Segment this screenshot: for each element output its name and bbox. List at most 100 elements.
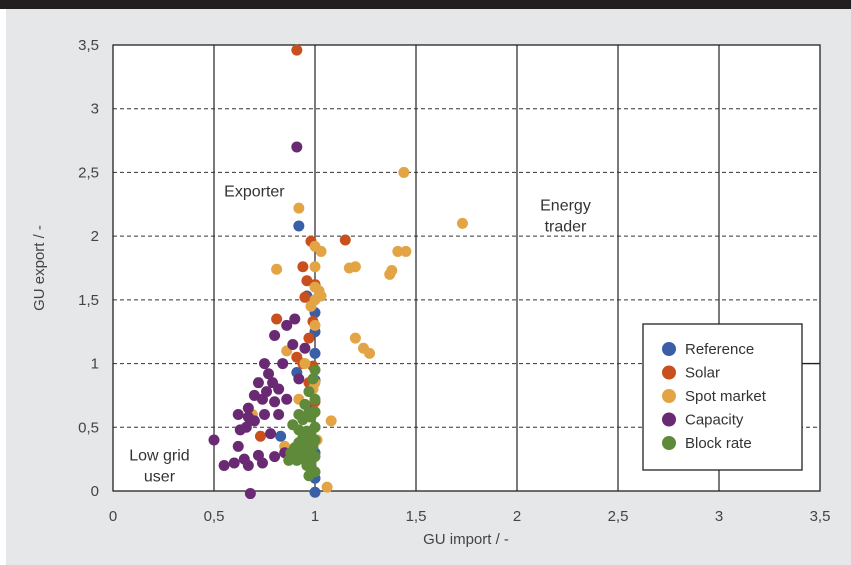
legend-marker-reference bbox=[662, 342, 676, 356]
point-block-rate bbox=[303, 470, 315, 482]
point-spot-market bbox=[386, 265, 398, 277]
point-capacity bbox=[265, 428, 277, 440]
point-capacity bbox=[299, 342, 311, 354]
region-label-line: user bbox=[144, 468, 176, 485]
data-points bbox=[208, 44, 468, 500]
point-block-rate bbox=[307, 373, 319, 385]
point-capacity bbox=[232, 440, 244, 452]
region-label-line: Energy bbox=[540, 198, 591, 215]
point-capacity bbox=[218, 460, 230, 472]
point-spot-market bbox=[392, 245, 404, 257]
point-capacity bbox=[273, 383, 285, 395]
point-capacity bbox=[259, 358, 270, 370]
point-spot-market bbox=[309, 319, 321, 331]
point-capacity bbox=[242, 460, 254, 472]
region-label-line: trader bbox=[545, 219, 587, 236]
point-capacity bbox=[269, 396, 281, 408]
point-solar bbox=[297, 261, 309, 273]
x-tick-label: 1,5 bbox=[406, 508, 427, 525]
point-spot-market bbox=[349, 261, 361, 273]
x-tick-label: 0 bbox=[109, 508, 117, 525]
point-capacity bbox=[244, 488, 256, 500]
point-capacity bbox=[277, 358, 289, 370]
point-capacity bbox=[256, 393, 268, 405]
point-capacity bbox=[273, 409, 285, 421]
legend-marker-solar bbox=[662, 365, 676, 380]
y-tick-label: 3,5 bbox=[78, 37, 99, 54]
point-reference bbox=[309, 347, 321, 359]
point-block-rate bbox=[291, 454, 303, 466]
x-tick-label: 2 bbox=[513, 508, 521, 525]
point-capacity bbox=[208, 434, 220, 446]
x-tick-label: 3 bbox=[715, 508, 723, 525]
x-axis-title: GU import / - bbox=[423, 531, 509, 548]
legend-marker-capacity bbox=[662, 412, 676, 427]
point-reference bbox=[309, 486, 321, 498]
point-capacity bbox=[232, 409, 244, 421]
legend-label-capacity: Capacity bbox=[685, 412, 744, 429]
point-spot-market bbox=[315, 245, 327, 257]
point-spot-market bbox=[321, 481, 333, 493]
point-spot-market bbox=[309, 261, 321, 273]
point-capacity bbox=[289, 313, 301, 325]
point-capacity bbox=[269, 330, 281, 342]
y-tick-label: 1 bbox=[91, 356, 99, 373]
legend-label-spot-market: Spot market bbox=[685, 388, 767, 405]
point-spot-market bbox=[293, 202, 305, 214]
point-capacity bbox=[281, 319, 293, 331]
y-tick-label: 0,5 bbox=[78, 419, 99, 436]
point-reference bbox=[275, 430, 287, 442]
region-labels: Low grid user Exporter Energy trader bbox=[129, 184, 591, 486]
legend: Reference Solar Spot market Capacity Block r… bbox=[642, 323, 803, 471]
point-capacity bbox=[291, 141, 303, 153]
y-tick-labels: 0 0,5 1 1,5 2 2,5 3 3,5 bbox=[78, 37, 99, 500]
point-spot-market bbox=[400, 245, 412, 257]
x-tick-label: 2,5 bbox=[608, 508, 629, 525]
point-block-rate bbox=[283, 454, 295, 466]
region-label: Exporter bbox=[224, 184, 285, 201]
point-capacity bbox=[234, 424, 246, 436]
point-spot-market bbox=[325, 415, 337, 427]
point-capacity bbox=[269, 451, 281, 463]
legend-label-reference: Reference bbox=[685, 341, 754, 358]
point-block-rate bbox=[301, 460, 313, 472]
top-border-bar bbox=[0, 0, 851, 9]
point-spot-market bbox=[271, 263, 283, 275]
legend-label-block-rate: Block rate bbox=[685, 435, 752, 452]
region-label-line: Low grid bbox=[129, 447, 189, 464]
point-spot-market bbox=[299, 358, 311, 370]
point-capacity bbox=[256, 457, 268, 469]
legend-marker-spot-market bbox=[662, 389, 676, 403]
point-capacity bbox=[252, 377, 264, 389]
point-capacity bbox=[287, 338, 299, 350]
point-reference bbox=[293, 220, 305, 232]
point-spot-market bbox=[398, 166, 410, 178]
legend-marker-block-rate bbox=[662, 436, 676, 450]
point-solar bbox=[271, 313, 283, 325]
x-tick-label: 3,5 bbox=[810, 508, 831, 525]
point-block-rate bbox=[309, 393, 321, 405]
region-label: Low grid user bbox=[129, 447, 189, 485]
point-capacity bbox=[242, 402, 254, 414]
point-capacity bbox=[263, 368, 275, 380]
point-solar bbox=[254, 430, 266, 442]
point-block-rate bbox=[303, 386, 315, 398]
plot-frame bbox=[112, 44, 821, 492]
point-block-rate bbox=[309, 364, 321, 376]
legend-label-solar: Solar bbox=[685, 365, 720, 382]
y-tick-label: 3 bbox=[91, 101, 99, 118]
point-spot-market bbox=[349, 332, 361, 344]
point-solar bbox=[303, 332, 315, 344]
point-capacity bbox=[281, 393, 293, 405]
x-tick-label: 0,5 bbox=[204, 508, 225, 525]
point-capacity bbox=[248, 415, 260, 427]
point-capacity bbox=[228, 457, 240, 469]
point-capacity bbox=[259, 409, 270, 421]
point-block-rate bbox=[297, 414, 309, 426]
point-solar bbox=[299, 291, 311, 303]
point-spot-market bbox=[456, 217, 468, 229]
point-spot-market bbox=[364, 347, 376, 359]
region-label-line: Exporter bbox=[224, 184, 285, 201]
